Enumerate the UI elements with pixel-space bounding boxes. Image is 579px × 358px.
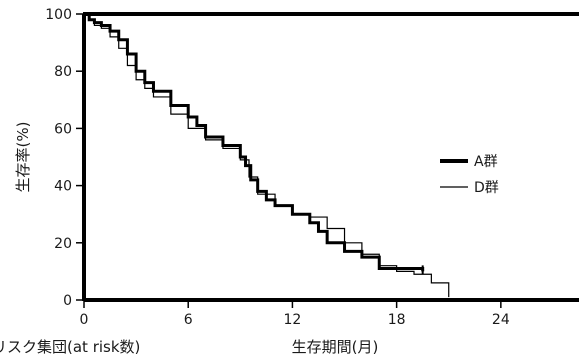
y-axis-title: 生存率(%): [14, 122, 32, 193]
y-tick-label: 80: [54, 64, 72, 80]
series-line-d: [84, 13, 450, 298]
y-tick-label: 0: [63, 293, 72, 309]
x-axis-ticks: 0 6 12 18 24: [80, 300, 510, 328]
series-layer: [84, 12, 450, 298]
risk-table-label: リスク集団(at risk数): [0, 338, 140, 356]
y-tick-label: 40: [54, 179, 72, 195]
legend-label-a: A群: [474, 154, 498, 170]
y-tick-label: 100: [45, 7, 72, 23]
x-tick-label: 0: [80, 312, 89, 328]
series-line-a: [84, 12, 425, 272]
y-tick-label: 20: [54, 236, 72, 252]
x-tick-label: 12: [284, 312, 302, 328]
x-axis-title: 生存期間(月): [292, 338, 379, 356]
y-axis-ticks: 0 20 40 60 80 100: [45, 7, 84, 309]
x-tick-label: 6: [184, 312, 193, 328]
legend-label-d: D群: [474, 180, 499, 196]
x-tick-label: 24: [492, 312, 510, 328]
x-tick-label: 18: [388, 312, 406, 328]
y-tick-label: 60: [54, 121, 72, 137]
legend: A群 D群: [440, 154, 499, 196]
